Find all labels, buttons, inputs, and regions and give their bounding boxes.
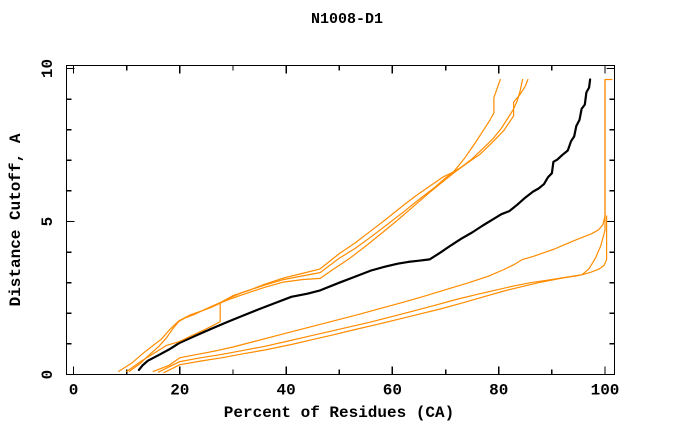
curve-other-model-2 <box>126 78 529 372</box>
x-axis-label: Percent of Residues (CA) <box>224 404 454 422</box>
y-axis-label: Distance Cutoff, A <box>7 133 25 306</box>
x-tick-label: 60 <box>383 382 402 400</box>
curve-highlighted-model <box>137 78 592 371</box>
axes-frame <box>65 64 616 376</box>
curve-other-model-4 <box>152 78 613 372</box>
curves <box>118 78 613 374</box>
tick-labels: 0 20 40 60 80 100 0 5 10 <box>39 59 619 400</box>
y-tick-label: 5 <box>39 217 57 227</box>
plot-frame <box>65 64 616 376</box>
curve-other-model-6 <box>163 215 608 374</box>
x-tick-label: 40 <box>276 382 295 400</box>
curve-other-model-5 <box>157 80 606 373</box>
y-tick-label: 10 <box>39 59 57 78</box>
x-tick-label: 100 <box>591 382 620 400</box>
curve-other-model-3 <box>128 78 524 372</box>
x-tick-label: 80 <box>489 382 508 400</box>
axis-ticks <box>66 65 615 376</box>
chart-title: N1008-D1 <box>311 11 383 28</box>
curve-other-model-1 <box>118 78 501 372</box>
x-tick-label: 0 <box>69 382 79 400</box>
x-tick-label: 20 <box>170 382 189 400</box>
y-tick-label: 0 <box>39 370 57 380</box>
